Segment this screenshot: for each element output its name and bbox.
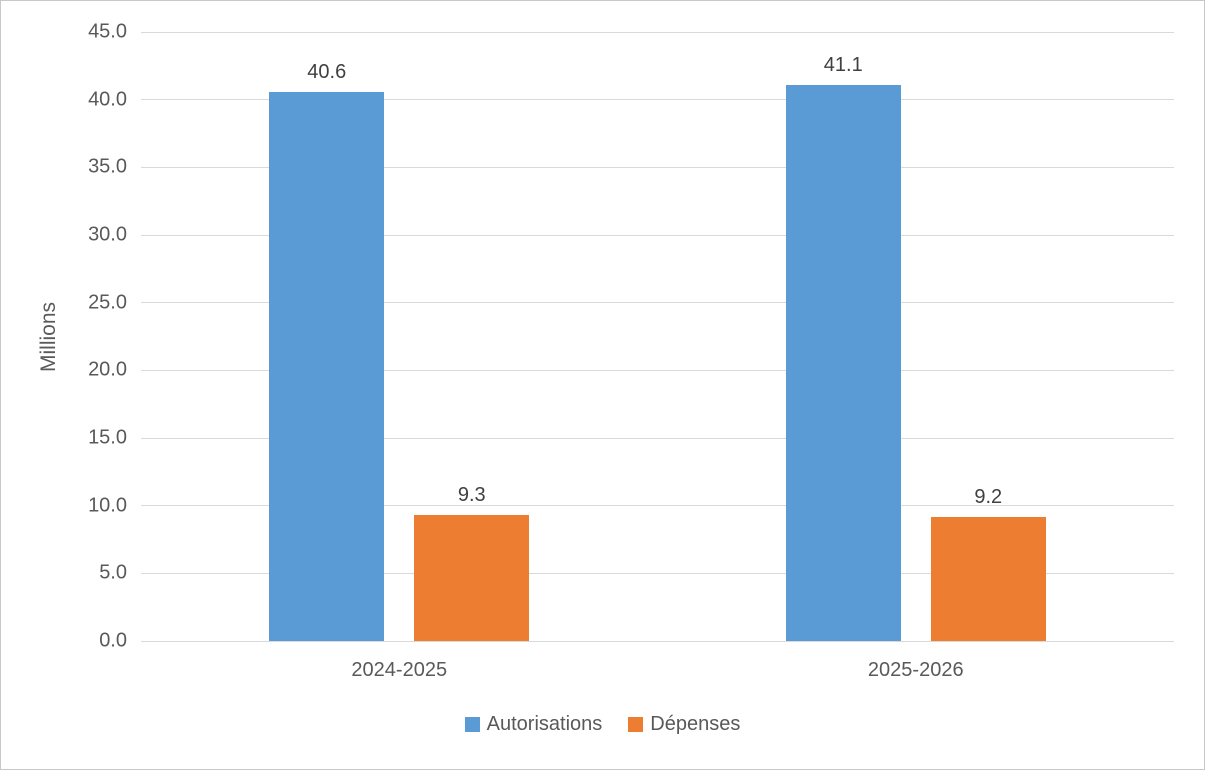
- gridline: [141, 369, 1174, 371]
- legend-item-autorisations: Autorisations: [464, 713, 603, 736]
- y-tick-label: 10.0: [88, 494, 127, 517]
- gridline: [141, 234, 1174, 236]
- legend-label: Dépenses: [650, 713, 741, 735]
- legend-label: Autorisations: [486, 713, 603, 735]
- data-label: 9.2: [974, 485, 1003, 508]
- x-axis-category-label: 2024-2025: [351, 659, 448, 681]
- bar-group: 40.6 9.3: [141, 32, 658, 641]
- bar-autorisations-2024-2025: 40.6: [269, 61, 385, 641]
- y-tick-label: 20.0: [88, 358, 127, 381]
- y-tick-label: 25.0: [88, 291, 127, 314]
- gridline: [141, 640, 1174, 642]
- gridline: [141, 99, 1174, 101]
- plot-area: 40.6 9.3 41.1 9.2: [141, 31, 1174, 642]
- x-axis-category-label: 2025-2026: [867, 659, 964, 681]
- bar-group: 41.1 9.2: [658, 32, 1175, 641]
- bars-layer: 40.6 9.3 41.1 9.2: [141, 32, 1174, 641]
- bar-autorisations-2025-2026: 41.1: [785, 54, 901, 641]
- y-tick-label: 40.0: [88, 88, 127, 111]
- gridline: [141, 302, 1174, 304]
- y-tick-label: 45.0: [88, 20, 127, 43]
- y-tick-label: 5.0: [99, 561, 127, 584]
- gridline: [141, 166, 1174, 168]
- bar-dépenses-2024-2025: 9.3: [414, 484, 530, 641]
- data-label: 41.1: [823, 53, 863, 76]
- legend-swatch-icon: [628, 717, 644, 732]
- y-tick-label: 15.0: [88, 426, 127, 449]
- bar-dépenses-2025-2026: 9.2: [930, 486, 1046, 641]
- y-tick-label: 35.0: [88, 155, 127, 178]
- x-axis-labels: 2024-2025 2025-2026: [141, 659, 1174, 682]
- gridline: [141, 505, 1174, 507]
- legend-item-dépenses: Dépenses: [628, 713, 740, 736]
- gridline: [141, 437, 1174, 439]
- data-label: 9.3: [457, 484, 486, 507]
- data-label: 40.6: [307, 60, 347, 83]
- y-axis-tick-labels: 0.0 5.0 10.0 15.0 20.0 25.0 30.0 35.0 40.0 45.0: [1, 21, 127, 652]
- gridline: [141, 572, 1174, 574]
- legend-swatch-icon: [464, 717, 480, 732]
- gridline: [141, 31, 1174, 33]
- legend: Autorisations Dépenses: [1, 713, 1204, 736]
- y-tick-label: 30.0: [88, 223, 127, 246]
- y-tick-label: 0.0: [99, 629, 127, 652]
